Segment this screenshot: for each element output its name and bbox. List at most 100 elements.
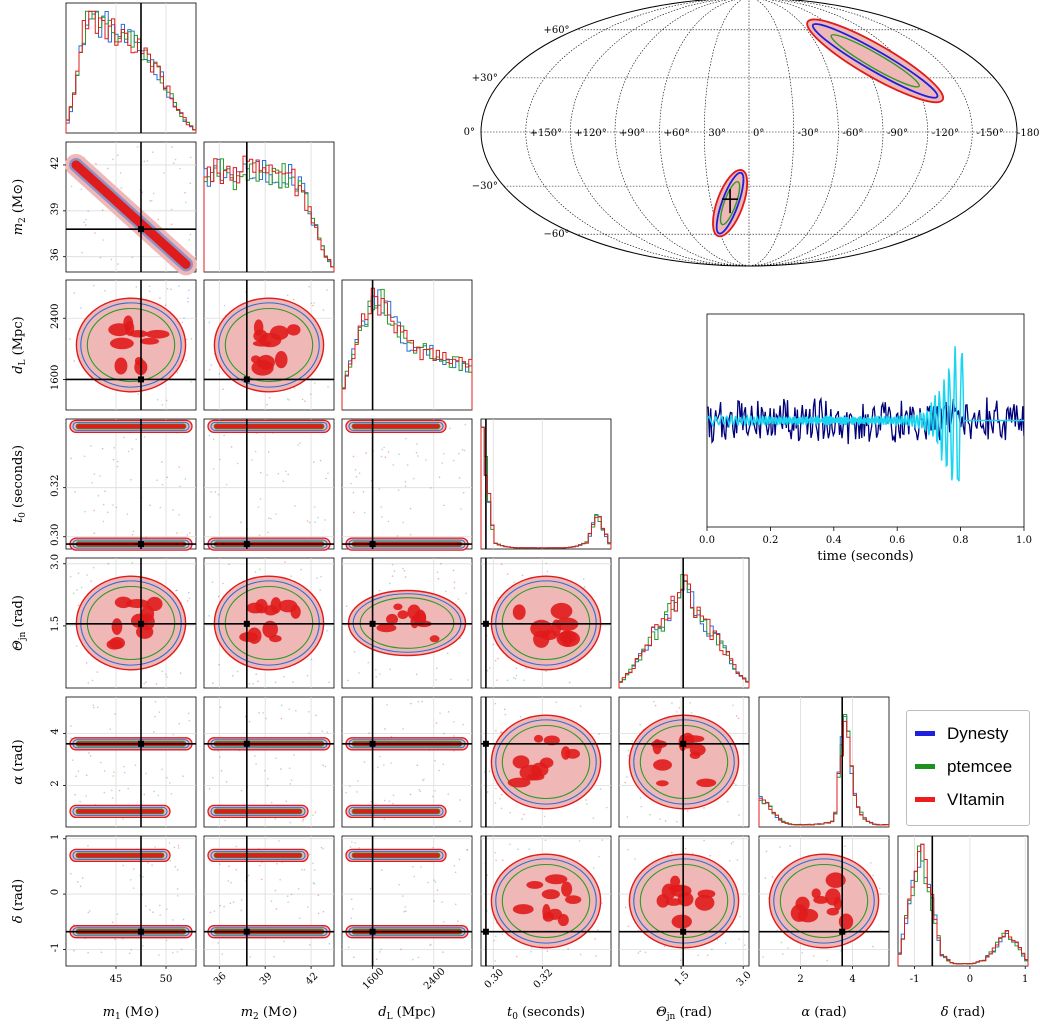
sample-point: [176, 888, 179, 890]
sample-point: [71, 759, 74, 761]
sky-lat-label: −30°: [472, 181, 498, 192]
sample-point: [143, 793, 146, 796]
density-core: [239, 632, 259, 642]
sample-point: [433, 879, 435, 882]
sample-point: [76, 881, 79, 883]
sample-point: [506, 679, 509, 682]
waveform-panel: 0.0 0.2 0.4 0.6 0.8 1.0 time (seconds): [699, 313, 1032, 564]
legend-swatch-1: [915, 764, 935, 769]
sample-point: [152, 911, 154, 914]
sample-point: [458, 477, 461, 479]
sample-point: [435, 678, 437, 681]
credible-region-dynesty: [348, 850, 444, 860]
sample-point: [639, 796, 642, 799]
sample-point: [268, 396, 271, 399]
sample-point: [706, 954, 709, 956]
credible-region-ptemcee: [224, 585, 314, 661]
sky-region-ptemcee: [830, 34, 920, 88]
sample-point: [403, 569, 406, 572]
sample-point: [679, 959, 682, 962]
sample-point: [306, 520, 309, 522]
sample-point: [328, 942, 331, 945]
density-core: [376, 623, 397, 633]
sample-point: [659, 818, 661, 820]
sample-point: [438, 476, 441, 479]
sample-point: [232, 901, 235, 903]
meridian-line: [748, 0, 973, 267]
sample-point: [135, 286, 138, 288]
sample-point: [77, 572, 80, 574]
sample-point: [404, 576, 407, 578]
sample-point: [119, 172, 122, 174]
sample-point: [435, 667, 438, 670]
density-core: [290, 604, 301, 619]
density-core: [351, 423, 441, 430]
sample-point: [109, 728, 111, 730]
density-core: [556, 630, 581, 648]
sample-point: [151, 864, 153, 866]
sample-point: [870, 862, 872, 864]
density-core: [565, 748, 580, 759]
density-core: [213, 808, 303, 815]
sample-point: [500, 731, 503, 734]
density-core: [512, 755, 530, 769]
axis-label-symbol: α: [801, 1005, 810, 1020]
credible-region-ptemcee: [224, 307, 314, 383]
sample-point: [844, 845, 846, 848]
sample-point: [499, 797, 501, 800]
sample-point: [383, 446, 385, 449]
density-core: [351, 852, 441, 859]
sample-point: [286, 398, 289, 400]
sample-point: [131, 256, 134, 259]
panel-t0-vs-t0: [480, 418, 612, 550]
sample-point: [735, 715, 738, 717]
sample-point: [153, 790, 155, 793]
sample-point: [431, 795, 434, 798]
sample-point: [358, 847, 360, 849]
sample-point: [132, 530, 135, 533]
sample-point: [282, 480, 285, 483]
sample-point: [525, 667, 528, 669]
credible-region-dynesty: [72, 421, 190, 431]
sample-point: [345, 605, 348, 607]
sample-point: [452, 569, 455, 572]
axis-label-subscript: 2: [18, 217, 28, 223]
waveform-traces: [707, 346, 1024, 482]
sample-point: [308, 710, 310, 713]
sample-point: [102, 520, 105, 523]
hist-ptemcee: [65, 10, 197, 133]
truth-marker: [243, 620, 250, 627]
axis-label-subscript: L: [387, 1012, 393, 1022]
sample-point: [217, 493, 220, 496]
x-tick-label: 39: [258, 971, 275, 988]
sample-point: [251, 459, 253, 461]
sky-lon-label: 0°: [753, 128, 764, 139]
sample-point: [326, 289, 328, 291]
sample-point: [313, 382, 316, 384]
sample-point: [129, 879, 132, 881]
sample-point: [458, 452, 460, 455]
sample-point: [212, 438, 215, 441]
sample-point: [274, 889, 277, 892]
sample-point: [463, 449, 466, 452]
panel-frame: [341, 418, 473, 550]
sample-point: [664, 820, 667, 822]
sample-point: [277, 472, 280, 475]
sample-point: [391, 563, 394, 566]
sample-point: [172, 509, 174, 511]
sample-point: [670, 851, 673, 854]
panel-frame: [758, 696, 890, 828]
sample-point: [264, 769, 266, 772]
sample-point: [280, 768, 282, 770]
truth-marker: [482, 620, 489, 627]
sample-point: [81, 251, 83, 254]
sample-point: [453, 735, 455, 737]
sample-point: [384, 728, 386, 730]
density-core: [656, 780, 669, 787]
sample-point: [499, 731, 502, 734]
sample-point: [453, 720, 455, 723]
sample-point: [275, 757, 277, 759]
sample-point: [91, 481, 94, 484]
y-axis-label-delta: δ (rad): [11, 879, 26, 923]
